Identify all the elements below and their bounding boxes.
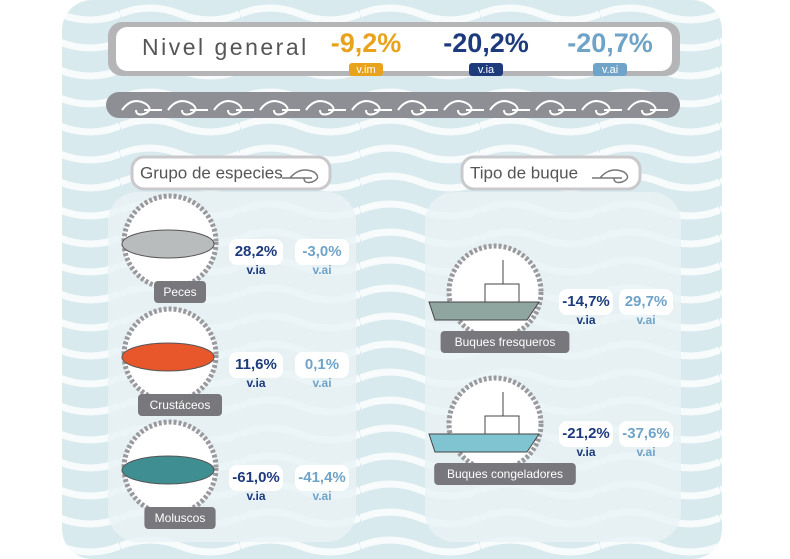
value-box <box>559 289 613 315</box>
item-label: v.ai <box>312 489 331 503</box>
swirl <box>305 100 346 116</box>
item-name: Buques fresqueros <box>455 335 556 349</box>
item-value: -61,0% <box>232 469 280 486</box>
swirl <box>282 169 319 184</box>
label-badge <box>440 331 570 353</box>
header-value: -20,7% <box>567 28 653 58</box>
icon <box>121 342 215 372</box>
value-box <box>295 352 349 378</box>
item-value: 28,2% <box>235 243 278 260</box>
swirl <box>167 100 208 116</box>
swirl <box>535 100 576 116</box>
label-badge <box>154 281 206 303</box>
item-label: v.ia <box>246 263 265 277</box>
value-box <box>619 421 673 447</box>
value-box <box>295 239 349 265</box>
item-label: v.ai <box>312 376 331 390</box>
header-title: Nivel general <box>142 34 309 60</box>
section-header <box>130 155 332 191</box>
item-name: Moluscos <box>155 511 206 525</box>
item-value: 29,7% <box>625 293 668 310</box>
swirl <box>351 100 392 116</box>
value-box <box>619 289 673 315</box>
badge <box>469 63 503 76</box>
swirl <box>581 100 622 116</box>
section-title: Grupo de especies <box>140 163 283 182</box>
item-label: v.ai <box>636 313 655 327</box>
item-name: Peces <box>163 285 196 299</box>
item-value: -14,7% <box>562 293 610 310</box>
value-box <box>559 421 613 447</box>
item-label: v.ai <box>636 445 655 459</box>
label-badge <box>144 507 216 529</box>
item-value: -41,4% <box>298 469 346 486</box>
item-value: -21,2% <box>562 425 610 442</box>
ship-cabin <box>484 415 520 435</box>
section-header <box>460 155 642 191</box>
ship-hull <box>428 433 540 453</box>
header-value: -9,2% <box>331 28 402 58</box>
ship-cabin <box>484 283 520 303</box>
header-value: -20,2% <box>443 28 529 58</box>
header-label: v.ia <box>478 64 495 76</box>
swirl <box>259 100 300 116</box>
value-box <box>229 352 283 378</box>
item-value: 0,1% <box>305 356 339 373</box>
header-label: v.ai <box>602 64 618 76</box>
rope-band <box>106 92 680 118</box>
value-box <box>229 465 283 491</box>
item-value: 11,6% <box>235 356 277 373</box>
badge <box>593 63 627 76</box>
rope-ornament <box>121 100 668 116</box>
swirl <box>397 100 438 116</box>
swirl <box>627 100 668 116</box>
value-box <box>295 465 349 491</box>
panel <box>425 192 681 542</box>
swirl <box>213 100 254 116</box>
item-name: Crustáceos <box>150 398 211 412</box>
item-label: v.ai <box>312 263 331 277</box>
banner <box>116 27 672 71</box>
item-label: v.ia <box>576 445 595 459</box>
item-value: -37,6% <box>622 425 670 442</box>
section-title: Tipo de buque <box>470 163 578 182</box>
icon <box>121 229 215 259</box>
item-label: v.ia <box>246 489 265 503</box>
swirl <box>121 100 162 116</box>
swirl <box>489 100 530 116</box>
swirl <box>592 169 629 184</box>
label-badge <box>138 394 222 416</box>
icon <box>121 455 215 485</box>
item-name: Buques congeladores <box>447 467 563 481</box>
item-label: v.ia <box>576 313 595 327</box>
item-value: -3,0% <box>302 243 341 260</box>
item-label: v.ia <box>246 376 265 390</box>
badge <box>349 63 383 76</box>
swirl <box>443 100 484 116</box>
label-badge <box>434 463 576 485</box>
ship-hull <box>428 301 540 321</box>
header-label: v.im <box>356 64 375 76</box>
value-box <box>229 239 283 265</box>
